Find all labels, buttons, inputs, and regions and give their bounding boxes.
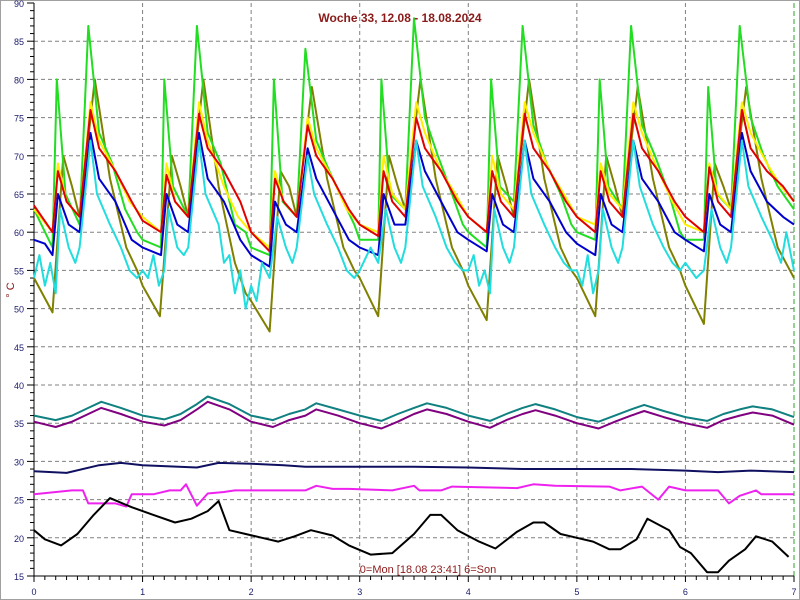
series-line-black — [33, 497, 790, 574]
y-tick-label: 60 — [14, 228, 24, 238]
series-line-green — [33, 17, 795, 257]
y-tick-label: 30 — [14, 457, 24, 467]
series-line-teal — [33, 395, 795, 423]
x-tick-label: 0 — [31, 587, 36, 597]
y-tick-label: 40 — [14, 381, 24, 391]
y-tick-label: 70 — [14, 152, 24, 162]
x-tick-label: 4 — [466, 587, 471, 597]
y-tick-label: 75 — [14, 114, 24, 124]
x-tick-label: 5 — [574, 587, 579, 597]
x-tick-label: 1 — [140, 587, 145, 597]
x-tick-label: 2 — [249, 587, 254, 597]
y-tick-label: 45 — [14, 343, 24, 353]
series-line-red — [33, 109, 795, 253]
series-line-cyan — [33, 139, 795, 310]
series-line-blue — [33, 131, 795, 268]
chart-title: Woche 33, 12.08 - 18.08.2024 — [318, 11, 482, 25]
series-line-purple — [33, 400, 795, 430]
x-tick-label: 7 — [791, 587, 796, 597]
y-tick-label: 50 — [14, 305, 24, 315]
y-tick-label: 65 — [14, 190, 24, 200]
x-tick-label: 6 — [683, 587, 688, 597]
y-tick-label: 85 — [14, 37, 24, 47]
series-lines — [33, 17, 795, 574]
y-tick-label: 55 — [14, 266, 24, 276]
y-tick-label: 80 — [14, 75, 24, 85]
y-axis-label: ° C — [5, 282, 17, 297]
y-tick-label: 15 — [14, 572, 24, 582]
y-tick-label: 90 — [14, 0, 24, 9]
y-tick-label: 25 — [14, 496, 24, 506]
y-tick-label: 35 — [14, 419, 24, 429]
x-axis-label: 0=Mon [18.08 23:41] 6=Son — [360, 564, 496, 576]
x-tick-label: 3 — [357, 587, 362, 597]
series-line-magenta — [33, 483, 794, 508]
series-line-yellow — [33, 101, 795, 249]
y-tick-label: 20 — [14, 534, 24, 544]
series-line-navy — [33, 461, 795, 474]
